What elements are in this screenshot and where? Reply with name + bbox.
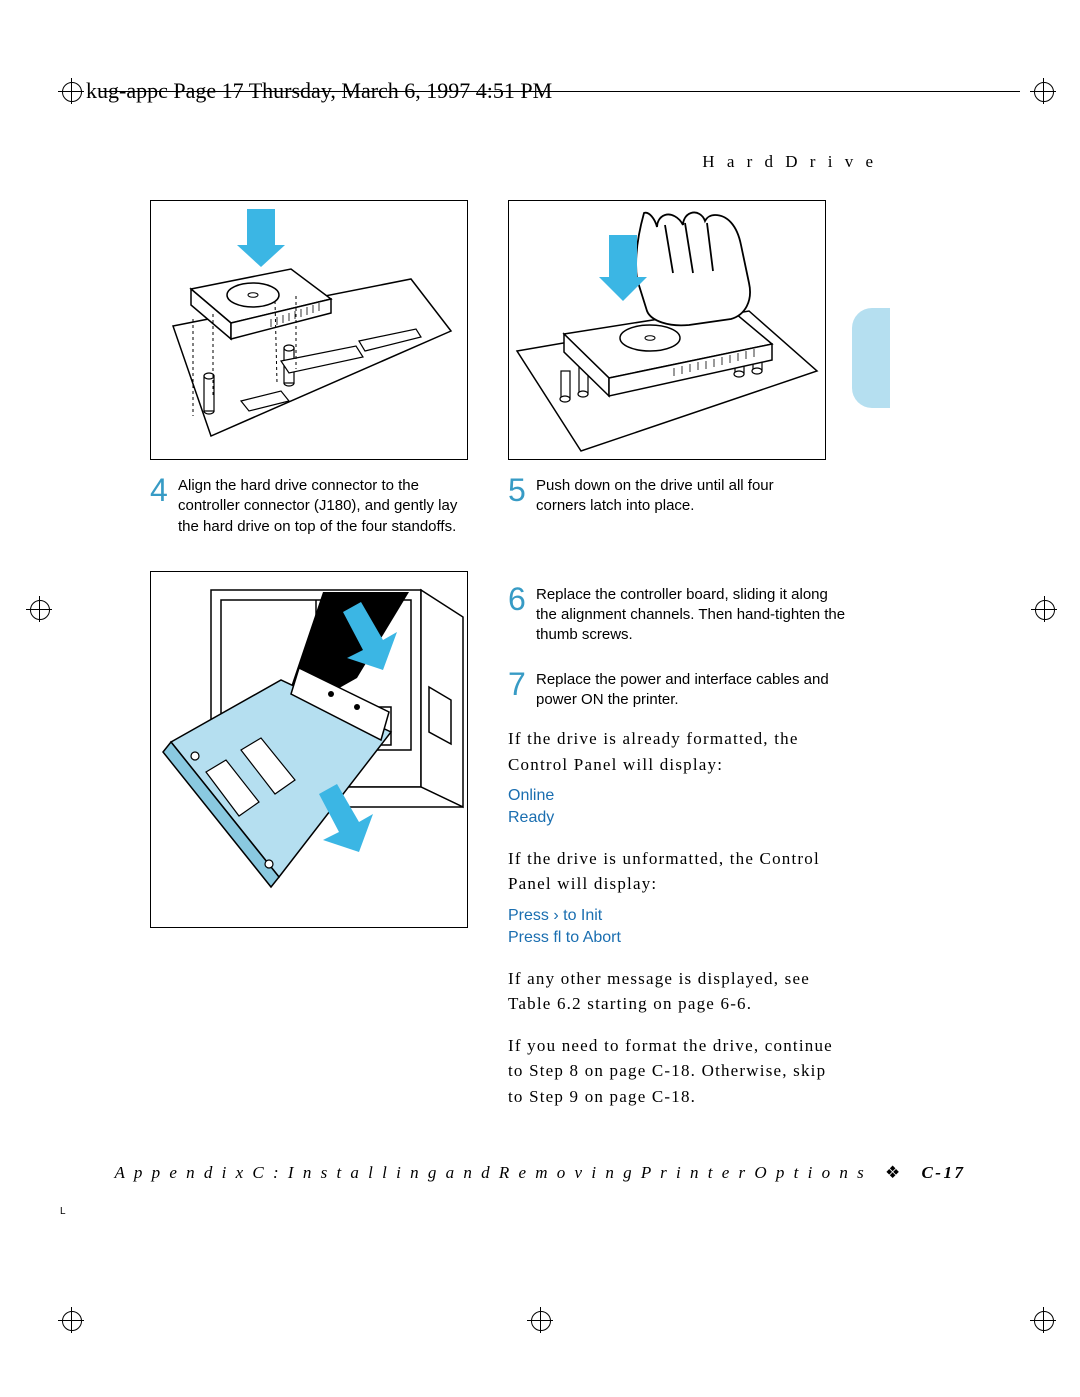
registration-mark [527,1307,553,1333]
paragraph: If the drive is already formatted, the C… [508,726,846,777]
step-number: 7 [508,666,536,711]
page-footer: A p p e n d i x C : I n s t a l l i n g … [0,1163,1080,1183]
paragraph: If you need to format the drive, continu… [508,1033,846,1110]
step-number: 5 [508,472,536,517]
registration-mark [1031,596,1057,622]
page-header: kug-appc Page 17 Thursday, March 6, 1997… [86,78,552,104]
footer-decoration: ❖ [885,1163,903,1182]
footer-page-number: C-17 [921,1163,965,1182]
corner-mark: L [60,1206,66,1217]
display-line: Press › to Init [508,907,602,924]
step-text: Replace the controller board, sliding it… [536,581,846,646]
step-text: Align the hard drive connector to the co… [178,472,468,537]
step-number: 4 [150,472,178,537]
registration-mark [58,78,84,104]
figure-controller-board [150,571,468,928]
step-text: Replace the power and interface cables a… [536,666,846,711]
step-text: Push down on the drive until all four co… [536,472,826,517]
display-line: Press ﬂ to Abort [508,929,621,946]
figure-step-5 [508,200,826,460]
registration-mark [26,596,52,622]
step-6: 6 Replace the controller board, sliding … [508,581,846,646]
page-content: 4 Align the hard drive connector to the … [150,200,880,1109]
paragraph: If any other message is displayed, see T… [508,966,846,1017]
down-arrow-icon [237,209,285,267]
display-line: Online [508,787,554,804]
control-panel-display: Press › to Init Press ﬂ to Abort [508,905,846,950]
step-5: 5 Push down on the drive until all four … [508,472,826,517]
registration-mark [1030,78,1056,104]
step-4: 4 Align the hard drive connector to the … [150,472,468,537]
display-line: Ready [508,809,554,826]
registration-mark [1030,1307,1056,1333]
step-number: 6 [508,581,536,646]
registration-mark [58,1307,84,1333]
figure-step-4 [150,200,468,460]
step-7: 7 Replace the power and interface cables… [508,666,846,711]
section-title: H a r d D r i v e [702,152,877,172]
control-panel-display: Online Ready [508,785,846,830]
footer-appendix-title: A p p e n d i x C : I n s t a l l i n g … [115,1163,867,1182]
paragraph: If the drive is unformatted, the Control… [508,846,846,897]
